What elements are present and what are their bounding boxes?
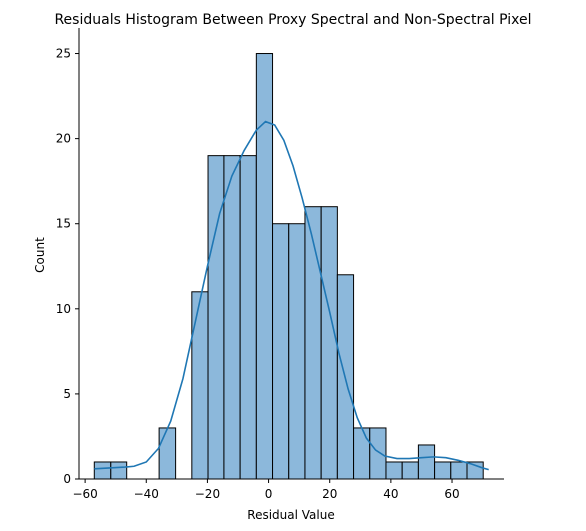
histogram-bar [434,461,452,480]
y-ticks: 0 5 10 15 20 25 [56,47,79,486]
y-tick-label: 25 [56,47,71,61]
x-tick-label: 0 [265,487,273,501]
histogram-bar [417,444,436,480]
y-tick-label: 5 [63,387,71,401]
histogram-bar [255,53,274,480]
histogram-bar [158,427,177,480]
histogram-bar [207,155,225,480]
y-tick-label: 20 [56,132,71,146]
histogram-bar [385,461,403,480]
histogram-bar [93,461,112,480]
histogram-bars [93,53,484,480]
x-tick-label: −40 [134,487,159,501]
histogram-bar [401,461,419,480]
x-ticks: −60 −40 −20 0 20 40 60 [72,479,460,501]
histogram-bar [191,291,209,480]
histogram-bar [304,206,322,480]
x-axis-label: Residual Value [247,508,334,522]
histogram-bar [353,427,371,480]
y-tick-label: 10 [56,302,71,316]
x-tick-label: 40 [383,487,398,501]
x-tick-label: 20 [322,487,337,501]
histogram-bar [288,223,306,480]
histogram-bar [110,461,128,480]
histogram-bar [272,223,290,480]
histogram-bar [450,461,468,480]
x-tick-label: 60 [444,487,459,501]
y-tick-label: 15 [56,217,71,231]
chart-title: Residuals Histogram Between Proxy Spectr… [54,12,531,28]
histogram-bar [320,206,338,480]
y-tick-label: 0 [63,472,71,486]
histogram-bar [369,427,387,480]
x-tick-label: −20 [195,487,220,501]
x-tick-label: −60 [72,487,97,501]
histogram-bar [239,155,257,480]
histogram-bar [223,155,241,480]
y-axis-label: Count [33,237,47,273]
kde-curve [94,120,489,471]
